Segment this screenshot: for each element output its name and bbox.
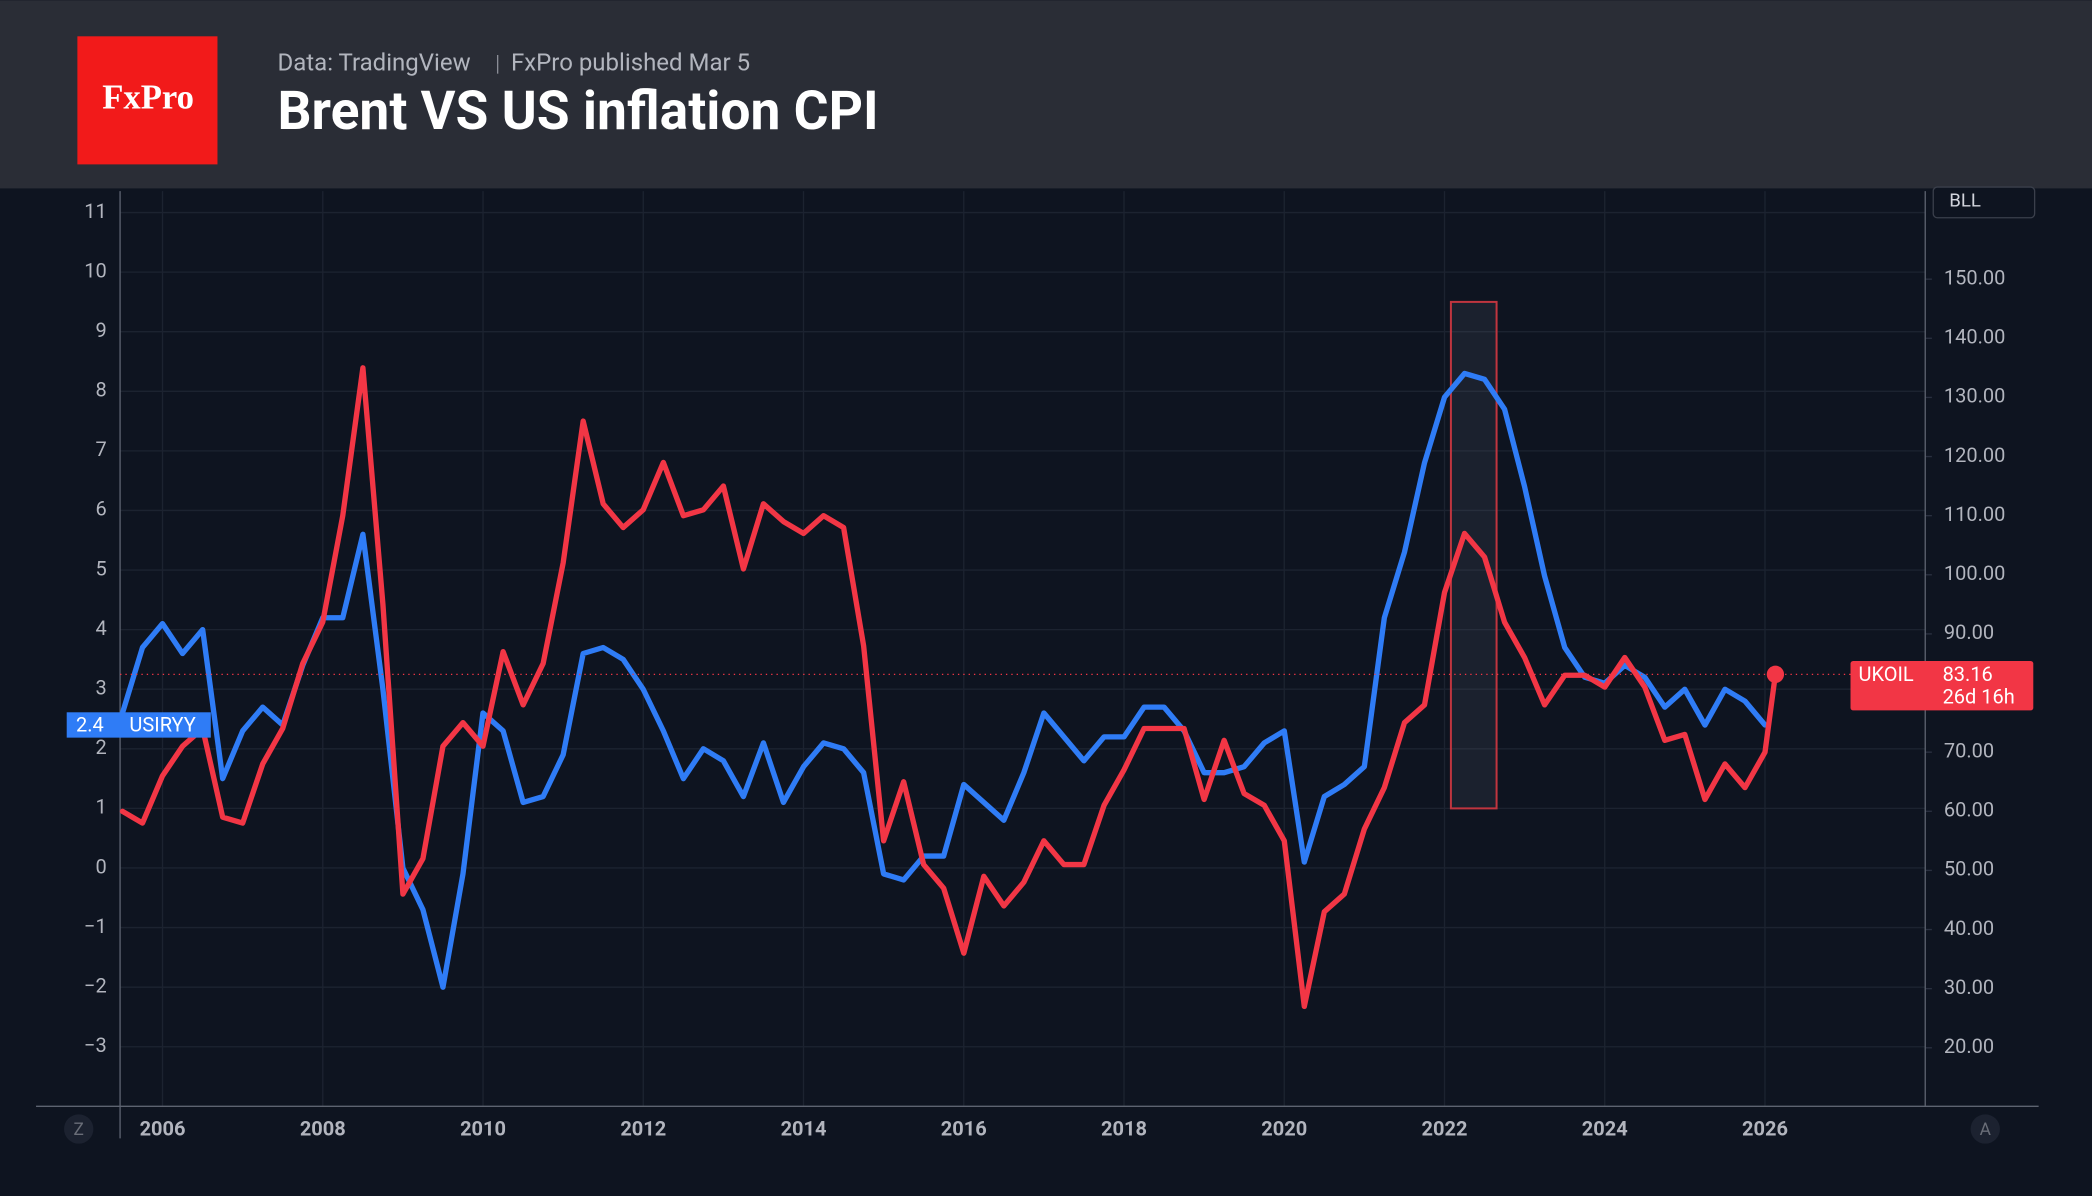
x-tick-label: 2026 xyxy=(1742,1117,1788,1141)
y-tick-label: 9 xyxy=(95,318,106,342)
badge[interactable] xyxy=(1932,186,2036,219)
y-tick-label: 10 xyxy=(84,258,106,282)
countdown: 26d 16h xyxy=(1943,685,2015,709)
auto-text: A xyxy=(1980,1120,1992,1140)
y-tick-label: 11 xyxy=(84,199,106,223)
y2-tick-label: 150.00 xyxy=(1944,265,2005,289)
y2-tick-label: 40.00 xyxy=(1944,916,1994,940)
value-label-box xyxy=(66,712,211,738)
series-name: USIRYY xyxy=(129,713,195,737)
y-tick-label: 3 xyxy=(95,675,106,699)
y-tick-label: 0 xyxy=(95,854,106,878)
y-tick-label: 2 xyxy=(95,735,106,759)
y2-tick-label: 20.00 xyxy=(1944,1034,1994,1058)
y2-tick-label: 70.00 xyxy=(1944,738,1994,762)
y2-tick-label: 50.00 xyxy=(1944,857,1994,881)
y2-tick-label: 30.00 xyxy=(1944,975,1994,999)
series-line xyxy=(119,365,1779,1010)
y2-tick-label: 60.00 xyxy=(1944,798,1994,822)
auto-button[interactable] xyxy=(1970,1114,2000,1144)
y2-tick-label: 140.00 xyxy=(1944,325,2005,349)
zoom-button[interactable] xyxy=(64,1114,94,1144)
price-label-box xyxy=(1850,661,2034,711)
x-tick-label: 2018 xyxy=(1101,1117,1147,1141)
x-tick-label: 2006 xyxy=(140,1117,186,1141)
zoom-text: Z xyxy=(74,1120,84,1140)
y-tick-label: 1 xyxy=(95,795,106,819)
x-tick-label: 2020 xyxy=(1261,1117,1307,1141)
x-tick-label: 2016 xyxy=(941,1117,987,1141)
y-tick-label: 5 xyxy=(95,556,106,580)
header-bar xyxy=(0,0,2092,189)
logo-text: FxPro xyxy=(102,77,194,116)
y-tick-label: 7 xyxy=(95,437,106,461)
y2-tick-label: 120.00 xyxy=(1944,443,2005,467)
y2-tick-label: 110.00 xyxy=(1944,502,2005,526)
y-tick-label: −2 xyxy=(84,973,107,997)
plot: 2006 2008 2010 2012 2014 2016 2018 2020 2022 2024… xyxy=(36,191,2039,1141)
y2-tick-label: 90.00 xyxy=(1944,620,1994,644)
y-tick-label: 6 xyxy=(95,497,106,521)
y-tick-label: 8 xyxy=(95,378,106,402)
last-point xyxy=(1766,665,1785,684)
x-tick-label: 2024 xyxy=(1582,1117,1628,1141)
y-tick-label: −3 xyxy=(84,1033,107,1057)
x-tick-label: 2022 xyxy=(1422,1117,1468,1141)
x-tick-label: 2012 xyxy=(620,1117,666,1141)
value-label: 2.4 xyxy=(76,713,104,737)
x-tick-label: 2010 xyxy=(460,1117,506,1141)
series-name: UKOIL xyxy=(1859,662,1914,686)
y2-tick-label: 100.00 xyxy=(1944,561,2005,585)
x-tick-label: 2014 xyxy=(781,1117,827,1141)
published: FxPro published Mar 5 xyxy=(511,49,750,77)
value-label: 83.16 xyxy=(1943,662,1993,686)
source: Data: TradingView xyxy=(278,49,471,77)
logo-box xyxy=(77,36,218,165)
chart-title: Brent VS US inflation CPI xyxy=(278,80,879,143)
y2-tick-label: 130.00 xyxy=(1944,384,2005,408)
y-tick-label: −1 xyxy=(84,914,107,938)
badge-text: BLL xyxy=(1949,190,1981,212)
y-tick-label: 4 xyxy=(95,616,106,640)
x-tick-label: 2008 xyxy=(300,1117,346,1141)
